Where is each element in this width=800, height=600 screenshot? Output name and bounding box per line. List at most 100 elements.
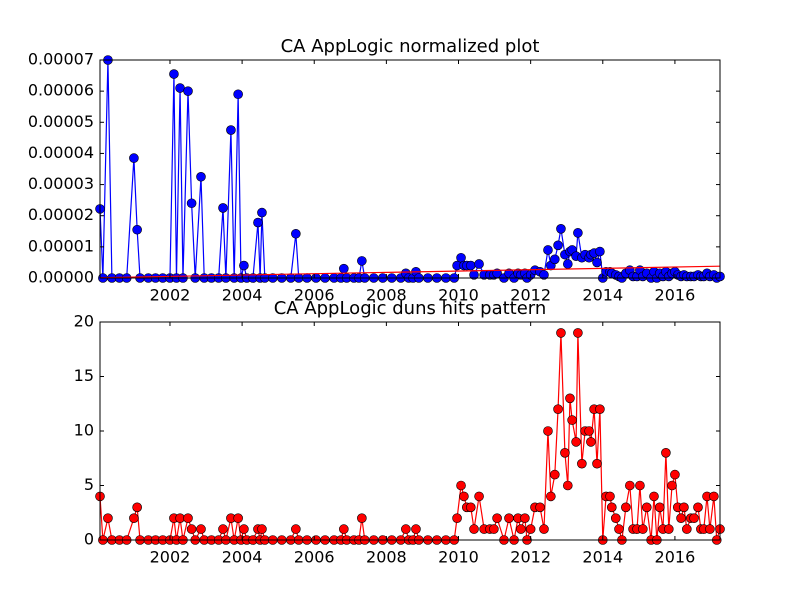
axes-frame: [99, 59, 721, 279]
data-point: [459, 491, 469, 502]
data-point: [625, 480, 635, 491]
data-point: [573, 228, 583, 238]
data-point: [103, 513, 113, 524]
chart-title: CA AppLogic normalized plot: [281, 36, 540, 57]
data-point: [469, 524, 479, 534]
x-tick-label: 2012: [510, 286, 551, 305]
data-point: [663, 524, 674, 534]
data-point: [183, 86, 193, 96]
data-point: [543, 245, 553, 255]
data-point: [592, 257, 602, 268]
x-tick-label: 2002: [150, 286, 191, 305]
y-tick-label: 5: [84, 475, 94, 494]
data-point: [474, 259, 484, 269]
data-point: [218, 524, 228, 534]
data-point: [169, 69, 179, 79]
data-point: [621, 502, 631, 513]
data-point: [679, 502, 689, 513]
data-point: [641, 502, 652, 513]
data-point: [693, 502, 703, 513]
data-point: [239, 524, 249, 534]
data-point: [539, 270, 549, 280]
y-tick-label: 0.00005: [28, 112, 94, 131]
x-tick-label: 2004: [222, 286, 263, 305]
data-point: [567, 415, 577, 425]
data-point: [520, 513, 530, 524]
data-point: [705, 524, 715, 534]
y-tick-label: 0.00007: [28, 50, 94, 69]
data-point: [233, 513, 243, 524]
data-point: [562, 259, 573, 269]
data-point: [546, 491, 556, 502]
data-point: [196, 171, 206, 182]
data-point: [456, 480, 466, 491]
x-tick-label: 2014: [582, 286, 623, 305]
data-point: [129, 153, 139, 163]
x-tick-label: 2002: [150, 548, 191, 567]
data-point: [606, 502, 617, 513]
data-point: [553, 240, 563, 251]
data-point: [682, 524, 692, 534]
x-tick-label: 2016: [655, 286, 696, 305]
data-point: [573, 328, 583, 338]
data-point: [411, 524, 421, 534]
data-point: [592, 458, 602, 469]
data-point: [239, 260, 249, 271]
data-point: [474, 491, 484, 502]
data-point: [556, 223, 566, 234]
data-point: [556, 328, 566, 338]
data-point: [465, 502, 476, 513]
data-point: [565, 393, 575, 404]
x-tick-label: 2010: [438, 548, 479, 567]
data-point: [186, 524, 197, 534]
data-point: [129, 513, 139, 524]
data-point: [553, 404, 563, 415]
series-line: [99, 265, 721, 279]
data-point: [339, 524, 349, 534]
data-point: [492, 513, 502, 524]
data-point: [670, 469, 680, 480]
data-point: [291, 228, 301, 239]
x-tick-label: 2004: [222, 548, 263, 567]
data-point: [183, 513, 193, 524]
data-point: [610, 513, 621, 524]
x-tick-label: 2006: [294, 286, 335, 305]
data-point: [661, 447, 671, 458]
data-point: [560, 447, 570, 458]
data-point: [132, 224, 142, 235]
data-point: [465, 260, 476, 271]
y-tick-label: 15: [74, 366, 94, 385]
x-tick-label: 2010: [438, 286, 479, 305]
data-point: [595, 404, 605, 415]
data-point: [709, 491, 719, 502]
data-point: [635, 480, 645, 491]
y-tick-label: 10: [74, 421, 94, 440]
chart-title: CA AppLogic duns hits pattern: [274, 298, 547, 319]
data-point: [595, 246, 605, 257]
y-tick-label: 0.00001: [28, 236, 94, 255]
data-point: [614, 524, 624, 534]
data-point: [649, 491, 659, 502]
x-tick-label: 2008: [366, 548, 407, 567]
x-tick-label: 2008: [366, 286, 407, 305]
data-point: [571, 437, 581, 447]
data-point: [257, 524, 267, 534]
data-point: [357, 513, 367, 524]
data-point: [584, 426, 594, 436]
data-point: [539, 524, 549, 534]
data-point: [562, 480, 573, 491]
x-tick-label: 2012: [510, 548, 551, 567]
data-point: [339, 263, 349, 274]
data-point: [667, 480, 677, 491]
data-point: [489, 524, 499, 534]
x-tick-label: 2006: [294, 548, 335, 567]
y-tick-label: 0: [84, 530, 94, 549]
y-tick-label: 0.00004: [28, 143, 94, 162]
data-point: [586, 437, 596, 447]
data-point: [257, 207, 267, 218]
data-point: [689, 513, 699, 524]
data-point: [577, 458, 587, 469]
data-point: [550, 469, 560, 480]
